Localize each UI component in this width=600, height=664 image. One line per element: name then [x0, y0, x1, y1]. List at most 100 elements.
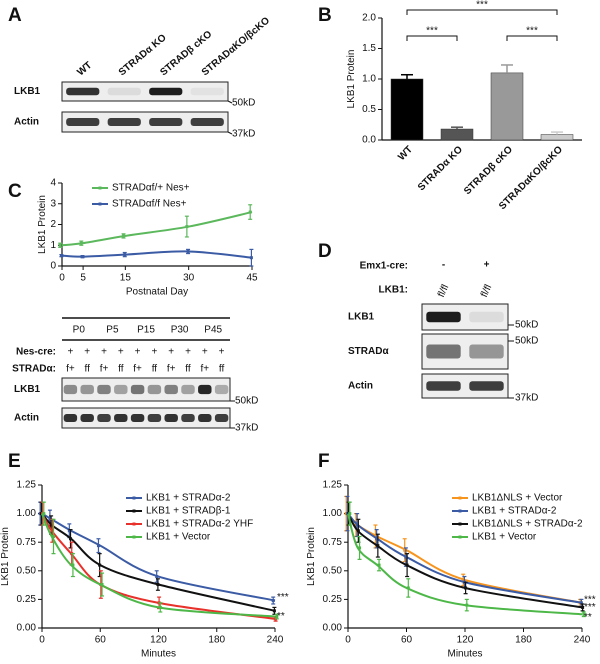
annotation: ***: [584, 594, 596, 605]
error-bar: [501, 64, 513, 73]
significance-bracket: [406, 9, 558, 15]
x-tick-label: 15: [120, 273, 132, 284]
point: [52, 534, 56, 538]
blot-band: [469, 344, 504, 359]
lane-value: +: [202, 347, 208, 358]
lane-value: f+: [100, 364, 109, 375]
lane-value: +: [67, 347, 73, 358]
x-tick-label: 0: [39, 635, 45, 646]
error-bar: [451, 126, 463, 130]
blot-band: [149, 118, 183, 126]
x-tick-label: 120: [457, 635, 474, 646]
series-line: [61, 211, 253, 247]
point: [185, 225, 189, 229]
blot-band: [66, 118, 100, 126]
legend-marker: [132, 522, 136, 526]
legend-marker: [458, 535, 462, 539]
row-label: STRADα: [348, 346, 389, 357]
point: [355, 523, 359, 527]
x-axis-label: Postnatal Day: [126, 287, 188, 298]
annotation: ***: [526, 26, 538, 37]
x-tick-label: 240: [267, 635, 284, 646]
legend-label: LKB1 + STRADα-2: [472, 506, 557, 517]
lane-label: WT: [75, 60, 94, 78]
marker-tick: [227, 100, 233, 104]
timepoint-label: P45: [204, 325, 222, 336]
point: [96, 544, 100, 548]
point: [186, 249, 190, 253]
point: [582, 612, 586, 616]
point: [156, 583, 160, 587]
blot-band: [198, 414, 212, 422]
lane-value: ff: [152, 364, 158, 375]
point: [98, 563, 102, 567]
blot-band: [190, 118, 224, 126]
lane-value: +: [151, 347, 157, 358]
significance-bracket: [406, 35, 458, 41]
legend-marker: [458, 509, 462, 513]
blot-band: [426, 344, 461, 359]
blot-band: [80, 384, 94, 395]
point: [464, 586, 468, 590]
lane-value: f+: [133, 364, 142, 375]
x-tick-label: 120: [150, 635, 167, 646]
y-axis-label: LKB1 Protein: [346, 50, 357, 109]
annotation: ***: [277, 592, 289, 603]
blot-band: [107, 118, 141, 126]
lane-value: f+: [167, 364, 176, 375]
significance-bracket: [506, 35, 558, 41]
point: [48, 517, 52, 521]
marker-label: 50kD: [235, 396, 258, 407]
row-label: STRADα:: [12, 364, 56, 375]
panel-label: E: [8, 451, 21, 472]
marker-tick: [227, 131, 233, 135]
blot-band: [426, 311, 461, 323]
y-tick-label: 0.00: [17, 623, 37, 634]
x-tick-label: 180: [208, 635, 225, 646]
blot-band: [114, 414, 128, 422]
y-tick-label: 0.00: [323, 623, 343, 634]
blot-band: [130, 414, 145, 422]
bar: [490, 72, 524, 141]
legend-label: LKB1ΔNLS + Vector: [472, 493, 563, 504]
row-label: Actin: [14, 117, 39, 128]
y-tick-label: 1.00: [323, 508, 343, 519]
timepoint-label: P15: [137, 325, 155, 336]
y-tick-label: 1.5: [362, 43, 376, 54]
legend-label: STRADαf/+ Nes+: [112, 183, 190, 194]
series-line: [41, 513, 276, 618]
y-tick-label: 0.50: [323, 565, 343, 576]
lane-value: ff: [85, 364, 91, 375]
lane-value: +: [484, 260, 490, 271]
lane-value: f+: [200, 364, 209, 375]
series-line: [61, 250, 253, 259]
panel-label: C: [8, 181, 22, 202]
marker-label: 50kD: [232, 98, 255, 109]
timepoint-label: P5: [106, 325, 119, 336]
blot-band: [147, 414, 162, 422]
lane-value: ff: [219, 364, 225, 375]
blot-band: [198, 384, 212, 395]
panel-label: A: [8, 5, 22, 26]
lane-value: -: [442, 260, 445, 271]
legend-label: LKB1 + STRADα-2 YHF: [146, 519, 253, 530]
legend-marker: [132, 509, 136, 513]
blot-strip: [61, 111, 229, 133]
y-tick-label: 1.25: [17, 480, 37, 491]
y-tick-label: 0.25: [323, 594, 343, 605]
blot-band: [107, 87, 141, 96]
blot-band: [469, 311, 504, 323]
y-axis-label: LKB1 Protein: [37, 195, 48, 254]
point: [158, 605, 162, 609]
y-tick-label: 0.5: [362, 104, 376, 115]
blot-band: [181, 414, 195, 422]
x-tick-label: 5: [80, 273, 86, 284]
legend-marker: [98, 202, 102, 206]
point: [59, 254, 63, 258]
row-label: LKB1: [14, 86, 41, 97]
row-label: Nes-cre:: [16, 347, 56, 358]
legend-label: LKB1 + STRADβ-1: [146, 506, 231, 517]
marker-label: 37kD: [235, 423, 258, 434]
y-tick-label: 1.00: [17, 508, 37, 519]
blot-band: [469, 381, 504, 391]
